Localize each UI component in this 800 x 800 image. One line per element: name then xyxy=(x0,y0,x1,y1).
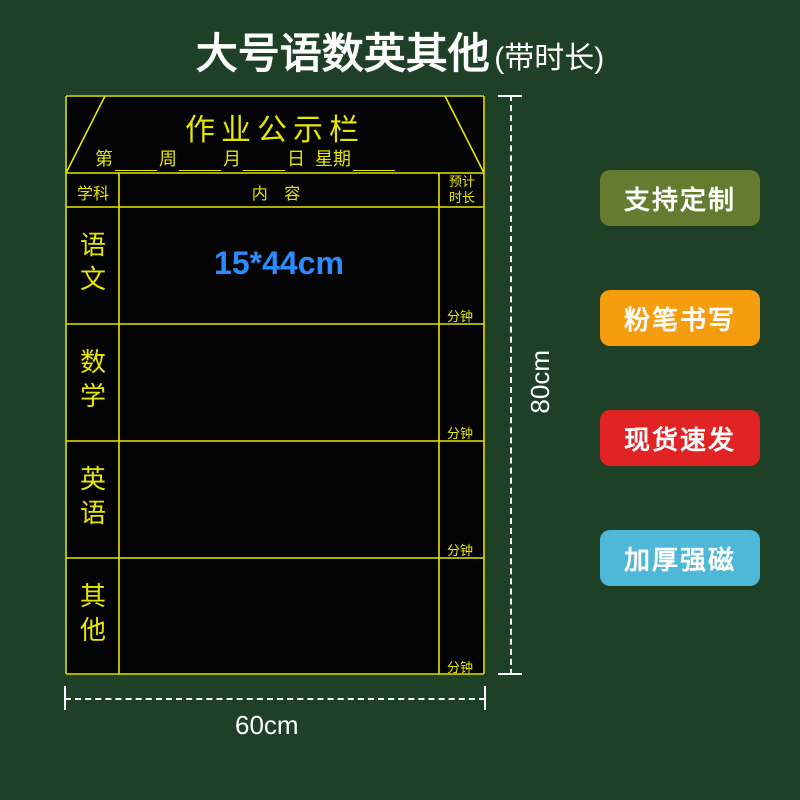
product-title: 大号语数英其他 (带时长) xyxy=(0,20,800,81)
feature-badge-0: 支持定制 xyxy=(600,170,760,226)
date-weekday: 星期 xyxy=(315,145,351,171)
hdr-subject: 学科 xyxy=(67,180,119,204)
feature-badge-1: 粉笔书写 xyxy=(600,290,760,346)
dim-v-cap-bot xyxy=(498,673,522,675)
dim-width-label: 60cm xyxy=(235,710,299,741)
subject-1: 数学 xyxy=(67,346,119,414)
date-row: 第 周 月 日 星期 xyxy=(95,145,455,171)
dim-h-cap-r xyxy=(484,686,486,710)
dim-height-label: 80cm xyxy=(525,350,556,414)
date-zhou: 周 xyxy=(159,145,177,171)
dim-h-line xyxy=(65,698,485,700)
minutes-1: 分钟 xyxy=(447,423,473,442)
subject-2: 英语 xyxy=(67,463,119,531)
date-ri: 日 xyxy=(287,145,305,171)
feature-badge-2: 现货速发 xyxy=(600,410,760,466)
board-title: 作业公示栏 xyxy=(65,105,485,149)
dim-v-line xyxy=(510,95,512,675)
subject-3: 其他 xyxy=(67,580,119,648)
date-di: 第 xyxy=(95,145,113,171)
content-cell-dimension: 15*44cm xyxy=(119,245,439,282)
feature-badge-3: 加厚强磁 xyxy=(600,530,760,586)
date-yue: 月 xyxy=(223,145,241,171)
minutes-3: 分钟 xyxy=(447,657,473,676)
minutes-2: 分钟 xyxy=(447,540,473,559)
chalkboard: 作业公示栏 第 周 月 日 星期 学科内 容预计时长语文分钟数学分钟英语分钟其他… xyxy=(65,95,485,675)
board-wrap: 作业公示栏 第 周 月 日 星期 学科内 容预计时长语文分钟数学分钟英语分钟其他… xyxy=(65,95,485,675)
title-main: 大号语数英其他 xyxy=(196,30,490,77)
title-sub: (带时长) xyxy=(494,42,604,75)
minutes-0: 分钟 xyxy=(447,306,473,325)
hdr-content: 内 容 xyxy=(119,180,439,204)
hdr-duration: 预计时长 xyxy=(439,174,485,205)
subject-0: 语文 xyxy=(67,229,119,297)
